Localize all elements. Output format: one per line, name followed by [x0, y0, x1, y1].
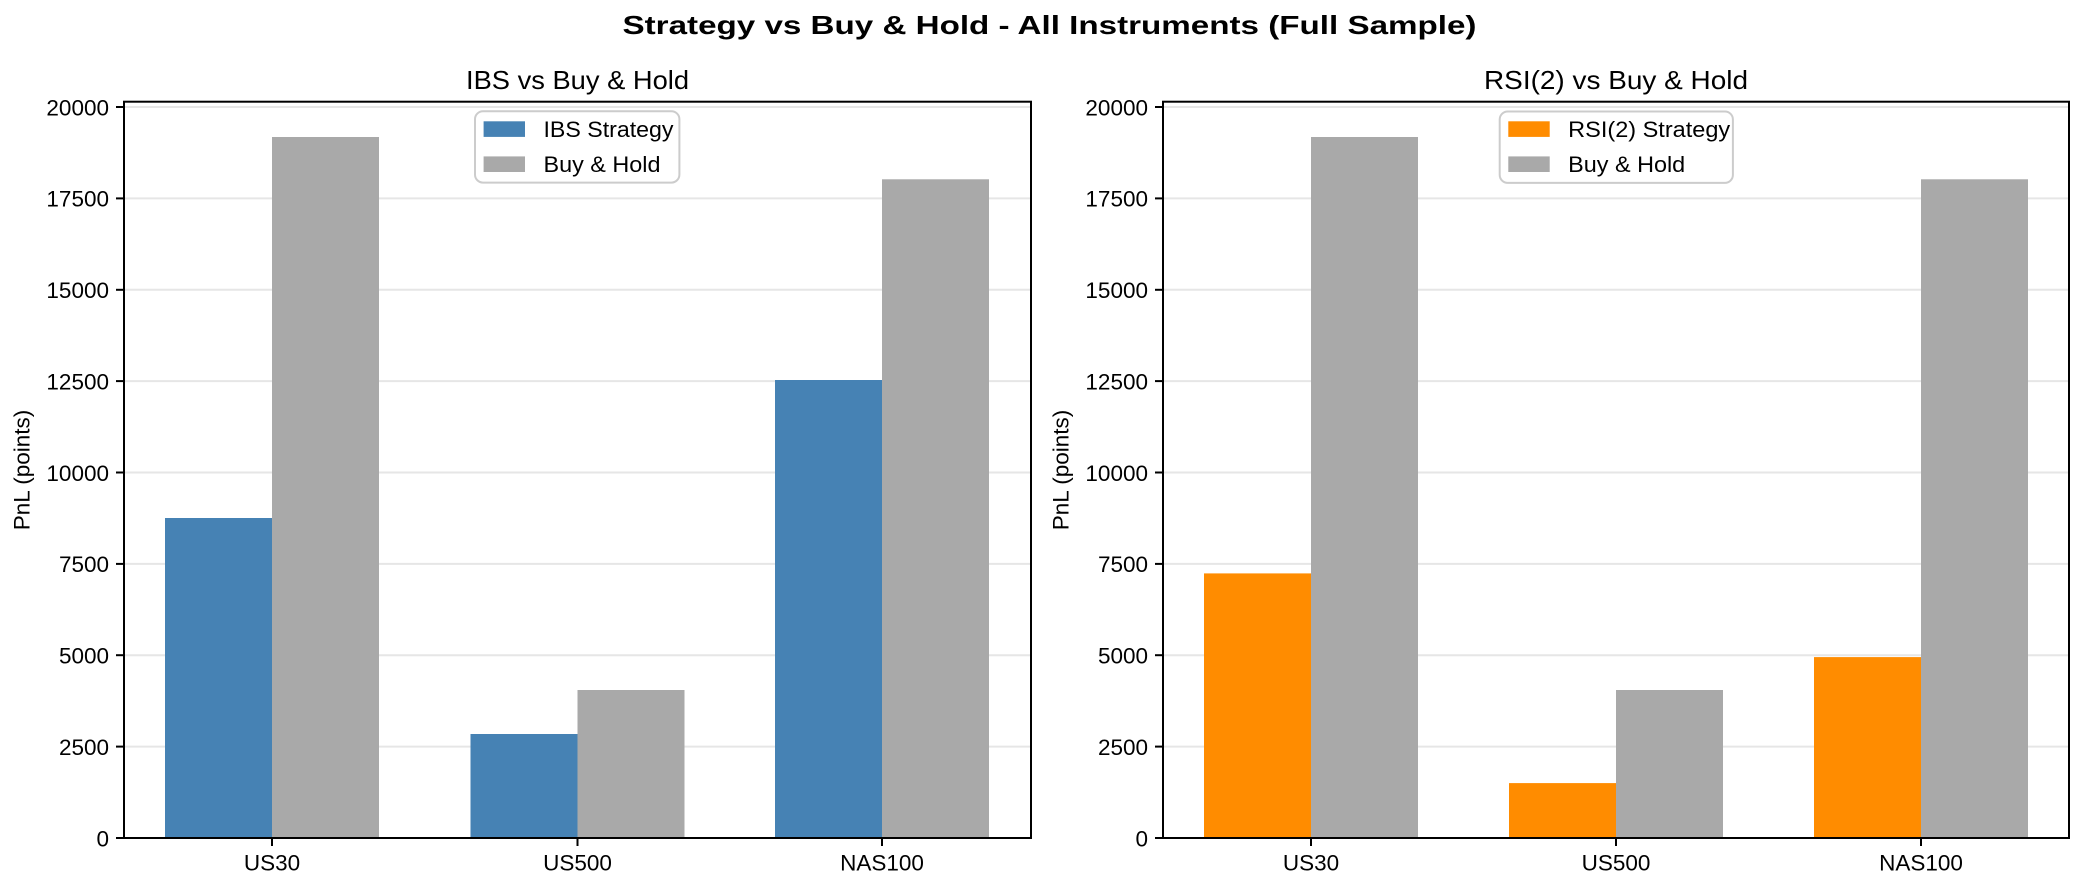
svg-text:US500: US500	[543, 851, 612, 876]
svg-text:15000: 15000	[1085, 278, 1148, 303]
svg-text:IBS vs Buy & Hold: IBS vs Buy & Hold	[466, 65, 689, 95]
svg-text:NAS100: NAS100	[840, 851, 924, 876]
svg-text:0: 0	[1135, 826, 1148, 851]
svg-text:US30: US30	[1283, 851, 1339, 876]
svg-text:US500: US500	[1582, 851, 1651, 876]
svg-text:7500: 7500	[59, 552, 109, 577]
svg-text:17500: 17500	[1085, 187, 1148, 212]
svg-text:US30: US30	[244, 851, 300, 876]
svg-text:7500: 7500	[1098, 552, 1148, 577]
svg-text:IBS Strategy: IBS Strategy	[544, 117, 675, 142]
svg-text:12500: 12500	[1085, 369, 1148, 394]
svg-text:2500: 2500	[59, 735, 109, 760]
svg-text:2500: 2500	[1098, 735, 1148, 760]
svg-text:RSI(2) Strategy: RSI(2) Strategy	[1568, 117, 1731, 142]
svg-text:15000: 15000	[46, 278, 109, 303]
svg-text:Buy & Hold: Buy & Hold	[544, 152, 661, 177]
svg-text:PnL (points): PnL (points)	[1049, 410, 1074, 530]
svg-text:5000: 5000	[1098, 644, 1148, 669]
svg-text:20000: 20000	[1085, 95, 1148, 120]
svg-text:0: 0	[96, 826, 109, 851]
svg-text:PnL (points): PnL (points)	[10, 410, 35, 530]
svg-text:NAS100: NAS100	[1879, 851, 1963, 876]
svg-text:17500: 17500	[46, 187, 109, 212]
svg-text:10000: 10000	[1085, 461, 1148, 486]
svg-text:20000: 20000	[46, 95, 109, 120]
svg-text:Strategy vs Buy & Hold - All I: Strategy vs Buy & Hold - All Instruments…	[623, 10, 1477, 40]
svg-text:RSI(2) vs Buy & Hold: RSI(2) vs Buy & Hold	[1484, 65, 1748, 95]
svg-text:5000: 5000	[59, 644, 109, 669]
svg-text:12500: 12500	[46, 369, 109, 394]
svg-text:Buy & Hold: Buy & Hold	[1568, 152, 1685, 177]
svg-text:10000: 10000	[46, 461, 109, 486]
